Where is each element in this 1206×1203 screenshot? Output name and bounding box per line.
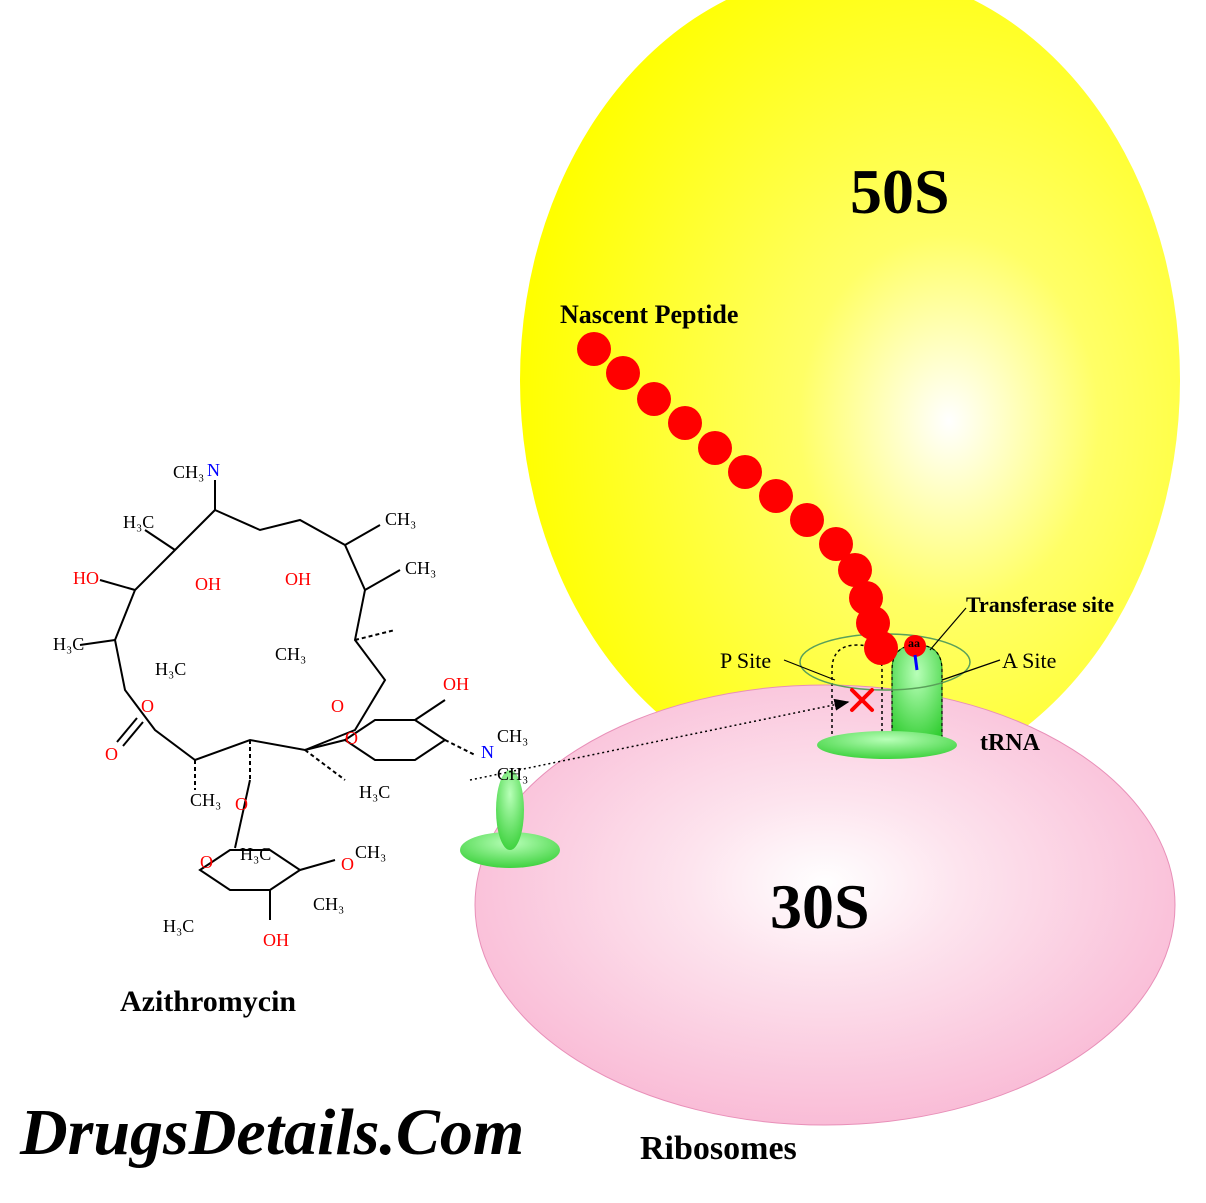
label-transferase: Transferase site [966, 592, 1114, 618]
svg-text:H₃C: H₃C [240, 844, 271, 864]
label-ribosomes: Ribosomes [640, 1130, 797, 1168]
svg-text:O: O [105, 744, 118, 764]
svg-text:O: O [235, 794, 248, 814]
svg-text:O: O [341, 854, 354, 874]
svg-text:CH₃: CH₃ [405, 558, 436, 578]
watermark-text: DrugsDetails.Com [20, 1095, 524, 1171]
svg-text:O: O [331, 696, 344, 716]
svg-text:N: N [207, 460, 220, 480]
svg-text:O: O [141, 696, 154, 716]
svg-text:CH₃: CH₃ [173, 462, 204, 482]
label-30s: 30S [770, 870, 870, 944]
svg-text:CH₃: CH₃ [275, 644, 306, 664]
svg-text:OH: OH [195, 574, 221, 594]
svg-text:OH: OH [443, 674, 469, 694]
svg-text:H₃C: H₃C [123, 512, 154, 532]
svg-text:H₃C: H₃C [53, 634, 84, 654]
label-azithromycin: Azithromycin [120, 985, 296, 1019]
label-asite: A Site [1002, 648, 1056, 674]
svg-text:CH₃: CH₃ [497, 764, 528, 784]
svg-text:CH₃: CH₃ [190, 790, 221, 810]
svg-text:O: O [200, 852, 213, 872]
svg-text:OH: OH [263, 930, 289, 950]
svg-text:N: N [481, 742, 494, 762]
label-psite: P Site [720, 648, 771, 674]
label-aa: aa [908, 636, 920, 651]
svg-text:CH₃: CH₃ [313, 894, 344, 914]
svg-text:CH₃: CH₃ [355, 842, 386, 862]
svg-text:O: O [345, 728, 358, 748]
subunit-50s [520, 0, 1180, 790]
svg-text:H₃C: H₃C [359, 782, 390, 802]
svg-text:HO: HO [73, 568, 99, 588]
label-trna: tRNA [980, 730, 1040, 757]
svg-text:OH: OH [285, 569, 311, 589]
svg-text:H₃C: H₃C [163, 916, 194, 936]
label-nascent: Nascent Peptide [560, 300, 738, 330]
azithromycin-structure: N CH₃ H₃C HO H₃C OH OH H₃C CH₃ O O CH₃ O… [53, 460, 528, 950]
svg-text:H₃C: H₃C [155, 659, 186, 679]
svg-text:CH₃: CH₃ [497, 726, 528, 746]
svg-text:CH₃: CH₃ [385, 509, 416, 529]
label-50s: 50S [850, 155, 950, 229]
